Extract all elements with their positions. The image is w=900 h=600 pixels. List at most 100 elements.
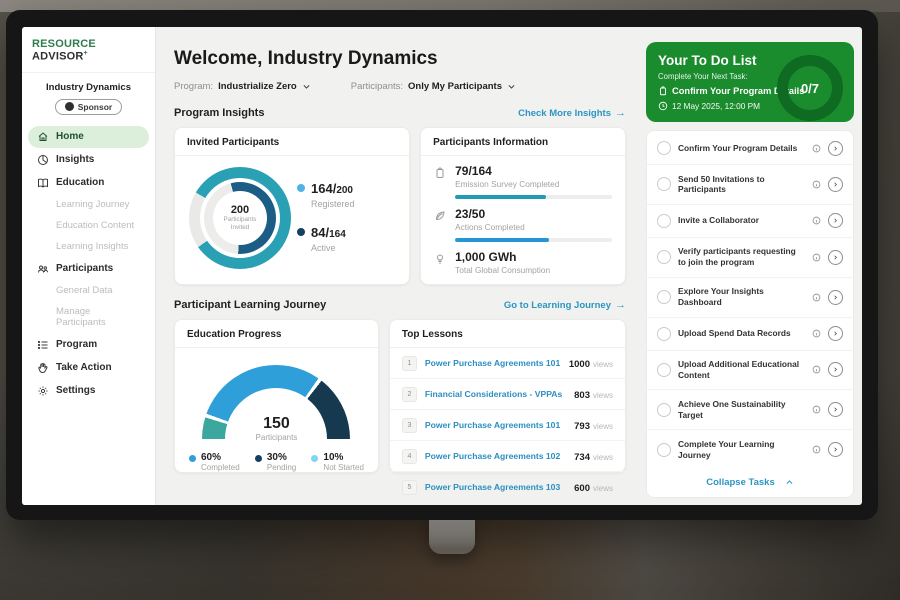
info-icon[interactable] [812, 216, 821, 225]
task-checkbox[interactable] [657, 177, 671, 192]
info-icon[interactable] [812, 365, 821, 374]
task-open-button[interactable] [828, 402, 843, 418]
info-icon[interactable] [812, 180, 821, 189]
sidebar-item-education[interactable]: Education [28, 172, 149, 194]
learning-cards-row: Education Progress 150 Participants [174, 319, 626, 495]
gauge-label: Participants [255, 433, 298, 442]
task-row-verify-participants[interactable]: Verify participants requesting to join t… [647, 238, 853, 278]
clock-icon [658, 101, 668, 111]
info-icon[interactable] [812, 144, 821, 153]
task-checkbox[interactable] [657, 290, 671, 305]
task-open-button[interactable] [828, 140, 843, 156]
sidebar-item-take-action[interactable]: Take Action [28, 357, 149, 379]
task-row-confirm-program[interactable]: Confirm Your Program Details [647, 132, 853, 165]
sidebar-item-program[interactable]: Program [28, 334, 149, 356]
education-gauge-chart: 150 Participants [202, 365, 351, 442]
sidebar-item-learning-insights[interactable]: Learning Insights [28, 237, 149, 257]
lesson-link[interactable]: Power Purchase Agreements 101 [424, 420, 561, 430]
program-filter[interactable]: Program: Industrialize Zero [174, 81, 311, 92]
info-icon[interactable] [812, 445, 821, 454]
views-suffix: views [592, 422, 613, 431]
task-checkbox[interactable] [657, 141, 671, 155]
task-checkbox[interactable] [657, 442, 671, 457]
arrow-right-icon: → [615, 107, 626, 119]
program-filter-value: Industrialize Zero [218, 81, 297, 92]
task-open-button[interactable] [828, 249, 843, 265]
task-row-achieve-target[interactable]: Achieve One Sustainability Target [647, 390, 853, 431]
lesson-rank: 2 [401, 386, 417, 402]
task-open-button[interactable] [828, 176, 843, 192]
sidebar-item-settings[interactable]: Settings [28, 380, 149, 402]
todo-progress-ring: 0/7 [777, 55, 843, 121]
task-checkbox[interactable] [657, 213, 671, 228]
todo-title: Your To Do List [658, 53, 757, 68]
task-checkbox[interactable] [657, 362, 671, 377]
todo-next-task[interactable]: Confirm Your Program Details [658, 86, 842, 96]
lesson-row: 5 Power Purchase Agreements 103 600 views [390, 472, 625, 502]
task-row-upload-educational-content[interactable]: Upload Additional Educational Content [647, 351, 853, 391]
legend-pct: 30% [266, 452, 287, 463]
sidebar-item-education-content[interactable]: Education Content [28, 216, 149, 236]
task-row-explore-insights[interactable]: Explore Your Insights Dashboard [647, 278, 853, 318]
sidebar-item-label: Take Action [56, 362, 112, 374]
lesson-link[interactable]: Power Purchase Agreements 103 [424, 482, 561, 492]
emission-survey-row: 79/164 Emission Survey Completed [421, 156, 625, 189]
lesson-row: 3 Power Purchase Agreements 101 793 views [389, 410, 625, 441]
go-to-learning-journey-link[interactable]: Go to Learning Journey → [504, 299, 626, 311]
task-row-upload-spend-data[interactable]: Upload Spend Data Records [647, 318, 853, 351]
lesson-rank: 3 [401, 417, 417, 433]
consumption-row: 1,000 GWh Total Global Consumption [421, 242, 625, 275]
dashboard-screen: RESOURCE ADVISOR+ Industry Dynamics Spon… [22, 27, 862, 505]
lesson-row: 1 Power Purchase Agreements 101 1000 view… [389, 348, 625, 379]
lesson-link[interactable]: Financial Considerations - VPPAs [424, 389, 563, 399]
sidebar-item-label: Settings [56, 385, 96, 397]
task-row-invite-collaborator[interactable]: Invite a Collaborator [647, 205, 853, 238]
task-checkbox[interactable] [657, 402, 671, 417]
sidebar-item-label: Participants [56, 263, 114, 275]
sponsor-badge[interactable]: Sponsor [54, 98, 123, 115]
collapse-label: Collapse Tasks [706, 477, 775, 489]
legend-dot-icon [311, 455, 319, 462]
chevron-down-icon[interactable] [302, 82, 311, 91]
task-checkbox[interactable] [657, 326, 671, 341]
todo-task-list: Confirm Your Program Details Send 50 Inv… [646, 130, 854, 499]
sidebar-item-participants[interactable]: Participants [28, 258, 149, 280]
monitor-bezel: RESOURCE ADVISOR+ Industry Dynamics Spon… [6, 10, 878, 520]
stat-value: 23/50 [455, 207, 486, 221]
lesson-rank: 5 [401, 479, 417, 495]
legend-label: Active [311, 243, 336, 253]
info-icon[interactable] [812, 329, 821, 338]
todo-column: Your To Do List Complete Your Next Task:… [646, 42, 854, 505]
info-icon[interactable] [812, 405, 821, 414]
lesson-link[interactable]: Power Purchase Agreements 101 [424, 358, 561, 368]
task-row-complete-learning-journey[interactable]: Complete Your Learning Journey [647, 430, 853, 469]
task-row-send-invitations[interactable]: Send 50 Invitations to Participants [647, 165, 853, 205]
task-checkbox[interactable] [657, 250, 671, 265]
legend-item-completed: 60% Completed [189, 452, 240, 472]
task-open-button[interactable] [828, 362, 843, 378]
program-insights-title: Program Insights [174, 107, 265, 119]
page-title: Welcome, Industry Dynamics [174, 48, 438, 69]
learning-journey-title: Participant Learning Journey [174, 299, 327, 311]
todo-due-date: 12 May 2025, 12:00 PM [658, 101, 842, 111]
participants-information-card: Participants Information 79/164 Emission… [420, 127, 626, 285]
task-open-button[interactable] [828, 289, 843, 305]
task-open-button[interactable] [828, 213, 843, 229]
sidebar-item-general-data[interactable]: General Data [28, 281, 149, 301]
lesson-link[interactable]: Power Purchase Agreements 102 [424, 451, 561, 461]
check-more-insights-link[interactable]: Check More Insights → [518, 107, 626, 119]
participants-filter[interactable]: Participants: Only My Participants [351, 81, 516, 92]
task-open-button[interactable] [828, 326, 843, 342]
sidebar-item-insights[interactable]: Insights [28, 149, 149, 171]
lesson-rank: 1 [401, 355, 417, 371]
info-icon[interactable] [812, 293, 821, 302]
task-open-button[interactable] [828, 442, 843, 458]
sidebar-item-home[interactable]: Home [28, 125, 149, 148]
sidebar-item-manage-participants[interactable]: Manage Participants [28, 302, 149, 333]
sidebar-item-learning-journey[interactable]: Learning Journey [28, 195, 149, 215]
chevron-up-icon [785, 478, 794, 487]
chevron-down-icon[interactable] [507, 82, 516, 91]
legend-label: Registered [311, 199, 355, 209]
info-icon[interactable] [812, 253, 821, 262]
collapse-tasks-link[interactable]: Collapse Tasks [647, 469, 853, 493]
